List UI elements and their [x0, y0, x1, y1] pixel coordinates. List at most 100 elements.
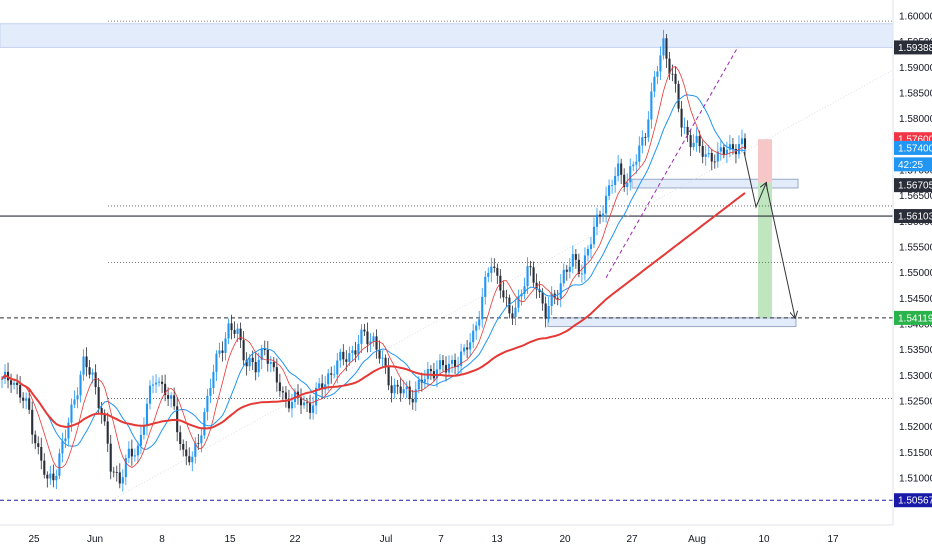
candle-body	[330, 373, 333, 375]
candle-body	[345, 359, 348, 362]
candle-body	[405, 386, 408, 390]
candle-body	[740, 138, 744, 145]
price-tag-label: 1.54119	[898, 313, 932, 324]
y-tick-label: 1.59000	[899, 63, 932, 74]
candle-body	[339, 351, 342, 361]
candle-body	[611, 184, 614, 186]
price-tag-6	[894, 310, 932, 325]
candle-body	[206, 395, 209, 412]
y-tick-label: 1.58000	[899, 114, 932, 125]
candle-body	[725, 149, 728, 155]
candle-body	[296, 391, 300, 398]
candle-body	[701, 145, 704, 157]
candle-body	[647, 119, 650, 138]
candle-body	[269, 362, 272, 364]
candle-body	[40, 446, 43, 461]
candle-body	[571, 254, 574, 267]
candle-body	[505, 297, 508, 299]
candle-body	[402, 389, 405, 394]
candle-body	[278, 382, 281, 392]
candle-body	[139, 434, 142, 446]
candle-body	[251, 357, 254, 362]
candle-body	[674, 73, 677, 84]
candle-body	[312, 405, 315, 413]
candle-body	[260, 348, 263, 360]
candle-body	[490, 266, 493, 273]
candle-body	[94, 372, 97, 388]
price-tag-2	[894, 140, 932, 155]
y-tick-label: 1.53500	[899, 345, 932, 356]
candle-body	[342, 351, 345, 360]
candle-body	[481, 296, 484, 320]
candle-body	[49, 473, 52, 479]
candle-body	[378, 349, 381, 359]
candle-body	[683, 126, 686, 128]
candle-body	[354, 350, 357, 355]
candle-body	[605, 195, 608, 214]
candle-body	[517, 296, 520, 308]
candle-body	[194, 442, 197, 457]
y-tick-label: 1.54000	[899, 320, 932, 331]
candle-body	[351, 350, 354, 354]
x-tick-label: 22	[289, 534, 301, 545]
candle-body	[136, 445, 139, 456]
candle-body	[686, 126, 689, 136]
candle-body	[583, 255, 586, 274]
arrow-pullback	[743, 151, 766, 209]
resistance-zone	[0, 23, 894, 48]
candle-body	[281, 391, 284, 393]
y-tick-label: 1.52000	[899, 422, 932, 433]
candle-body	[309, 402, 312, 413]
candle-body	[164, 383, 167, 396]
price-tag-label: 1.56705	[898, 181, 932, 192]
y-axis-panel	[893, 0, 932, 550]
candle-body	[469, 342, 472, 350]
moving-averages-layer	[1, 66, 746, 469]
x-tick-label: 27	[626, 534, 638, 545]
y-tick-label: 1.56500	[899, 191, 932, 202]
candle-body	[133, 455, 136, 457]
candle-body	[179, 432, 182, 444]
candle-body	[299, 397, 303, 406]
candle-body	[275, 367, 278, 383]
candle-body	[145, 403, 149, 427]
candle-body	[704, 154, 707, 157]
candle-body	[387, 365, 390, 386]
candle-body	[598, 214, 602, 217]
candle-body	[608, 185, 611, 196]
x-tick-label: 25	[28, 534, 40, 545]
candle-body	[315, 387, 318, 406]
candle-body	[592, 226, 596, 245]
candle-body	[623, 174, 626, 188]
candle-body	[70, 404, 73, 423]
candle-body	[638, 145, 641, 162]
candle-body	[242, 340, 245, 361]
candle-body	[13, 382, 16, 385]
candle-body	[305, 402, 309, 404]
x-axis[interactable]: 25 Jun 8 15 22 Jul 7 13 20 27 Aug 10 17	[0, 524, 893, 545]
candle-body	[290, 401, 294, 409]
candle-body	[441, 360, 445, 366]
candle-body	[82, 356, 85, 375]
candle-body	[254, 361, 257, 373]
candle-body	[97, 387, 100, 409]
candle-body	[713, 161, 716, 163]
candle-body	[559, 283, 562, 299]
candle-body	[466, 347, 469, 350]
candle-body	[463, 347, 466, 352]
x-tick-label: Jun	[87, 534, 103, 545]
price-tag-7	[894, 493, 932, 508]
y-axis[interactable]: 1.600001.595001.590001.585001.580001.575…	[892, 0, 932, 550]
candle-body	[526, 266, 529, 287]
candle-body	[43, 460, 46, 475]
candle-body	[568, 266, 571, 272]
price-tag-4	[894, 178, 932, 193]
candle-body	[61, 441, 64, 454]
candle-body	[586, 249, 590, 256]
candle-body	[447, 363, 451, 373]
stop-loss-box	[758, 139, 772, 183]
x-tick-label: 15	[224, 534, 236, 545]
candle-body	[393, 384, 396, 394]
candle-body	[417, 379, 420, 390]
